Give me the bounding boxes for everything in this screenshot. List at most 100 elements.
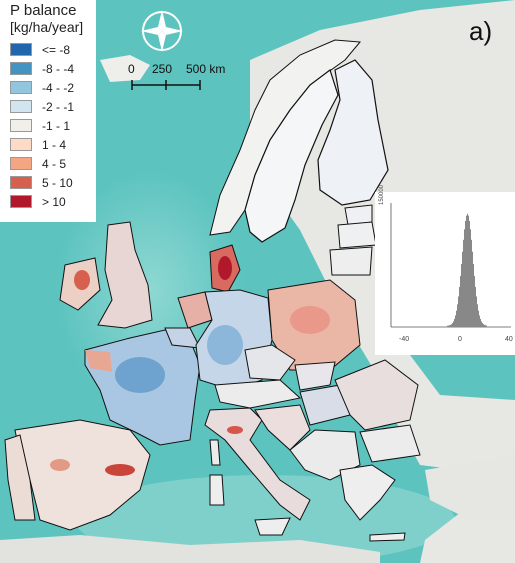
latvia xyxy=(337,221,377,249)
hist-bar xyxy=(451,324,452,327)
hist-xtick-pos: 40 xyxy=(505,336,513,343)
romania xyxy=(334,359,419,431)
hist-bar xyxy=(450,324,451,327)
hist-bar xyxy=(455,315,456,327)
sicily xyxy=(254,517,291,536)
hist-bar xyxy=(464,229,465,327)
hist-bar xyxy=(447,325,448,327)
slovakia xyxy=(294,361,336,391)
hist-bar xyxy=(476,296,477,327)
legend-label: 4 - 5 xyxy=(42,156,67,171)
hist-bar xyxy=(454,318,455,327)
hist-bar xyxy=(457,304,458,327)
corsica xyxy=(209,439,221,466)
legend-label: -2 - -1 xyxy=(42,99,75,114)
hotspot xyxy=(50,459,70,471)
hist-bar xyxy=(448,325,449,327)
sardinia xyxy=(209,474,225,506)
hist-ytick: 150000 xyxy=(379,184,385,205)
legend-label: -1 - 1 xyxy=(42,118,71,133)
hist-xtick-zero: 0 xyxy=(458,336,462,343)
legend-swatch xyxy=(10,43,32,56)
hist-bar xyxy=(469,220,470,327)
hist-bar xyxy=(453,321,454,327)
hist-bar xyxy=(480,318,481,327)
austria xyxy=(214,379,302,409)
bulgaria xyxy=(359,424,421,463)
hist-bar xyxy=(471,239,472,327)
hist-bar xyxy=(475,286,476,327)
hist-bar xyxy=(461,264,462,327)
hist-plot xyxy=(390,203,511,328)
panel-label: a) xyxy=(469,16,493,46)
hist-bar xyxy=(467,213,468,327)
crete xyxy=(369,532,406,542)
legend-title: P balance xyxy=(10,2,77,19)
hist-bar xyxy=(484,324,485,327)
hist-bar xyxy=(449,325,450,327)
hotspot xyxy=(115,357,165,393)
scale-label-0: 0 xyxy=(128,62,135,76)
legend-label: -4 - -2 xyxy=(42,80,75,95)
hist-bar xyxy=(474,275,475,327)
legend-swatch xyxy=(10,176,32,189)
legend-swatch xyxy=(10,81,32,94)
hist-bar xyxy=(465,220,466,327)
hotspot xyxy=(227,426,243,434)
legend-swatch xyxy=(10,157,32,170)
legend-label: 1 - 4 xyxy=(42,137,67,152)
legend-item: 5 - 10 xyxy=(10,175,73,190)
hist-bar xyxy=(466,215,467,327)
hist-bar xyxy=(452,323,453,327)
sweden xyxy=(244,69,339,243)
hotspot xyxy=(207,325,243,365)
iceland xyxy=(100,55,150,82)
legend-item: <= -8 xyxy=(10,42,70,57)
hist-bar xyxy=(456,310,457,327)
hist-bar xyxy=(482,323,483,327)
hist-bar xyxy=(485,325,486,327)
legend-label: > 10 xyxy=(42,194,66,209)
hist-bar xyxy=(459,286,460,327)
legend-swatch xyxy=(10,100,32,113)
hotspot xyxy=(74,270,90,290)
legend-item: -8 - -4 xyxy=(10,61,74,76)
legend-item: 4 - 5 xyxy=(10,156,66,171)
scale-label-500: 500 km xyxy=(186,62,226,76)
legend-item: -1 - 1 xyxy=(10,118,70,133)
hist-bar xyxy=(472,251,473,327)
scale-bar: 0 250 500 km xyxy=(126,62,246,94)
brittany xyxy=(85,350,112,372)
legend: P balance [kg/ha/year] <= -8 -8 - -4 -4 - … xyxy=(0,0,96,222)
legend-label: 5 - 10 xyxy=(42,175,73,190)
hist-bar xyxy=(458,296,459,327)
hist-bar xyxy=(462,251,463,327)
legend-label: <= -8 xyxy=(42,42,71,57)
legend-swatch xyxy=(10,195,32,208)
legend-swatch xyxy=(10,138,32,151)
legend-unit: [kg/ha/year] xyxy=(10,19,84,35)
inset-histogram: 150000 -40 0 40 xyxy=(375,185,515,355)
scale-label-250: 250 xyxy=(152,62,173,76)
hist-bar xyxy=(463,239,464,327)
great-britain xyxy=(97,221,153,329)
lithuania xyxy=(329,246,373,276)
finland xyxy=(317,59,389,206)
legend-swatch xyxy=(10,119,32,132)
legend-item: -2 - -1 xyxy=(10,99,74,114)
hist-bar xyxy=(473,264,474,327)
legend-item: -4 - -2 xyxy=(10,80,74,95)
hotspot xyxy=(290,306,330,334)
legend-item: > 10 xyxy=(10,194,66,209)
compass-rose-icon xyxy=(141,10,183,52)
north-africa xyxy=(0,535,380,563)
hist-bar xyxy=(470,229,471,327)
western-balkans xyxy=(289,429,361,481)
turkey xyxy=(425,455,515,520)
hist-bar xyxy=(486,325,487,327)
legend-swatch xyxy=(10,62,32,75)
hist-bar xyxy=(483,324,484,327)
hist-xtick-neg: -40 xyxy=(399,336,410,343)
hist-bar xyxy=(481,321,482,327)
legend-item: 1 - 4 xyxy=(10,137,66,152)
